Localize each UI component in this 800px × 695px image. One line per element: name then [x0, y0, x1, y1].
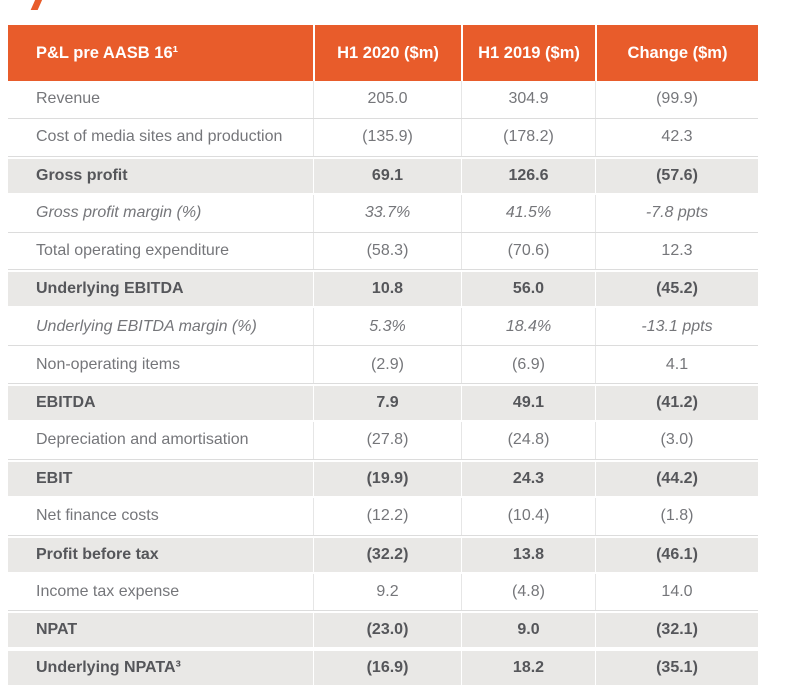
row-label-cell: Underlying EBITDA margin (%)	[36, 317, 257, 335]
table-header-row: P&L pre AASB 16¹ H1 2020 ($m) H1 2019 ($…	[8, 25, 758, 81]
row-h1-2019-cell: (24.8)	[461, 422, 595, 459]
row-change-cell: (41.2)	[595, 386, 758, 421]
table-row: Cost of media sites and production (135.…	[8, 118, 758, 157]
row-h1-2019-cell: (10.4)	[461, 497, 595, 535]
row-change-cell: (45.2)	[595, 272, 758, 307]
table-row: Gross profit 69.1 126.6 (57.6)	[8, 156, 758, 195]
row-h1-2019-cell: 18.2	[461, 651, 595, 686]
row-h1-2019-cell: 41.5%	[461, 194, 595, 232]
row-change-cell: 12.3	[595, 232, 758, 270]
table-row: EBIT (19.9) 24.3 (44.2)	[8, 459, 758, 498]
row-h1-2020-cell: 7.9	[313, 386, 461, 421]
row-h1-2020-cell: 69.1	[313, 158, 461, 193]
row-h1-2019-cell: 304.9	[461, 81, 595, 118]
table-row: Total operating expenditure (58.3) (70.6…	[8, 232, 758, 271]
row-change-cell: (46.1)	[595, 537, 758, 572]
row-label-cell: Cost of media sites and production	[36, 128, 283, 146]
row-label-cell: Total operating expenditure	[36, 242, 230, 259]
row-h1-2019-cell: 9.0	[461, 613, 595, 648]
table-row: Profit before tax (32.2) 13.8 (46.1)	[8, 535, 758, 574]
row-change-cell: (3.0)	[595, 422, 758, 459]
row-label-cell: Underlying NPATA³	[36, 659, 181, 677]
row-h1-2019-cell: 13.8	[461, 537, 595, 572]
row-h1-2019-cell: (6.9)	[461, 346, 595, 384]
row-label-cell: Underlying EBITDA	[36, 280, 184, 298]
row-h1-2020-cell: 10.8	[313, 272, 461, 307]
row-h1-2020-cell: (32.2)	[313, 537, 461, 572]
row-label-cell: Revenue	[36, 90, 101, 108]
table-row: Net finance costs (12.2) (10.4) (1.8)	[8, 497, 758, 536]
row-change-cell: 42.3	[595, 118, 758, 156]
table-row: Underlying NPATA³ (16.9) 18.2 (35.1)	[8, 649, 758, 688]
row-h1-2020-cell: (23.0)	[313, 613, 461, 648]
row-h1-2019-cell: (70.6)	[461, 232, 595, 270]
table-row: Underlying EBITDA 10.8 56.0 (45.2)	[8, 270, 758, 309]
row-label-cell: Net finance costs	[36, 507, 159, 525]
row-change-cell: (32.1)	[595, 613, 758, 648]
row-h1-2020-cell: (58.3)	[313, 232, 461, 270]
row-label-cell: EBITDA	[36, 394, 96, 412]
row-h1-2020-cell: (19.9)	[313, 461, 461, 496]
row-label-cell: Depreciation and amortisation	[36, 431, 249, 449]
row-h1-2019-cell: 49.1	[461, 386, 595, 421]
row-change-cell: -7.8 ppts	[595, 194, 758, 232]
row-h1-2020-cell: (27.8)	[313, 422, 461, 459]
row-h1-2020-cell: 5.3%	[313, 308, 461, 346]
row-h1-2019-cell: 56.0	[461, 272, 595, 307]
row-label-cell: Gross profit	[36, 166, 128, 184]
table-row: Revenue 205.0 304.9 (99.9)	[8, 81, 758, 119]
header-h1-2020: H1 2020 ($m)	[313, 25, 461, 81]
table-row: Income tax expense 9.2 (4.8) 14.0	[8, 573, 758, 612]
header-pnl-title: P&L pre AASB 16¹	[36, 43, 179, 62]
table-row: Gross profit margin (%) 33.7% 41.5% -7.8…	[8, 194, 758, 233]
row-change-cell: -13.1 ppts	[595, 308, 758, 346]
row-change-cell: (1.8)	[595, 497, 758, 535]
row-h1-2019-cell: 126.6	[461, 158, 595, 193]
table-row: Non-operating items (2.9) (6.9) 4.1	[8, 346, 758, 385]
row-change-cell: (35.1)	[595, 651, 758, 686]
row-change-cell: 4.1	[595, 346, 758, 384]
row-change-cell: (57.6)	[595, 158, 758, 193]
row-label-cell: Non-operating items	[36, 355, 181, 373]
row-label-cell: Income tax expense	[36, 583, 180, 601]
row-h1-2020-cell: (135.9)	[313, 118, 461, 156]
row-h1-2020-cell: (16.9)	[313, 651, 461, 686]
pnl-table: P&L pre AASB 16¹ H1 2020 ($m) H1 2019 ($…	[8, 25, 758, 688]
header-change: Change ($m)	[595, 25, 758, 81]
logo-slash-mark	[30, 0, 45, 10]
row-h1-2020-cell: 9.2	[313, 573, 461, 611]
row-change-cell: (44.2)	[595, 461, 758, 496]
table-row: Underlying EBITDA margin (%) 5.3% 18.4% …	[8, 308, 758, 347]
table-row: NPAT (23.0) 9.0 (32.1)	[8, 611, 758, 650]
table-row: EBITDA 7.9 49.1 (41.2)	[8, 384, 758, 423]
row-label-cell: EBIT	[36, 469, 73, 487]
row-h1-2020-cell: 33.7%	[313, 194, 461, 232]
row-change-cell: 14.0	[595, 573, 758, 611]
row-h1-2019-cell: (4.8)	[461, 573, 595, 611]
row-h1-2020-cell: (2.9)	[313, 346, 461, 384]
row-label-cell: Gross profit margin (%)	[36, 204, 202, 222]
row-label-cell: Profit before tax	[36, 545, 159, 563]
row-label-cell: NPAT	[36, 621, 78, 639]
row-change-cell: (99.9)	[595, 81, 758, 118]
row-h1-2019-cell: 24.3	[461, 461, 595, 496]
header-h1-2019: H1 2019 ($m)	[461, 25, 595, 81]
row-h1-2020-cell: 205.0	[313, 81, 461, 118]
row-h1-2019-cell: 18.4%	[461, 308, 595, 346]
row-h1-2020-cell: (12.2)	[313, 497, 461, 535]
table-row: Depreciation and amortisation (27.8) (24…	[8, 422, 758, 460]
row-h1-2019-cell: (178.2)	[461, 118, 595, 156]
table-body: Revenue 205.0 304.9 (99.9) Cost of media…	[8, 81, 758, 688]
